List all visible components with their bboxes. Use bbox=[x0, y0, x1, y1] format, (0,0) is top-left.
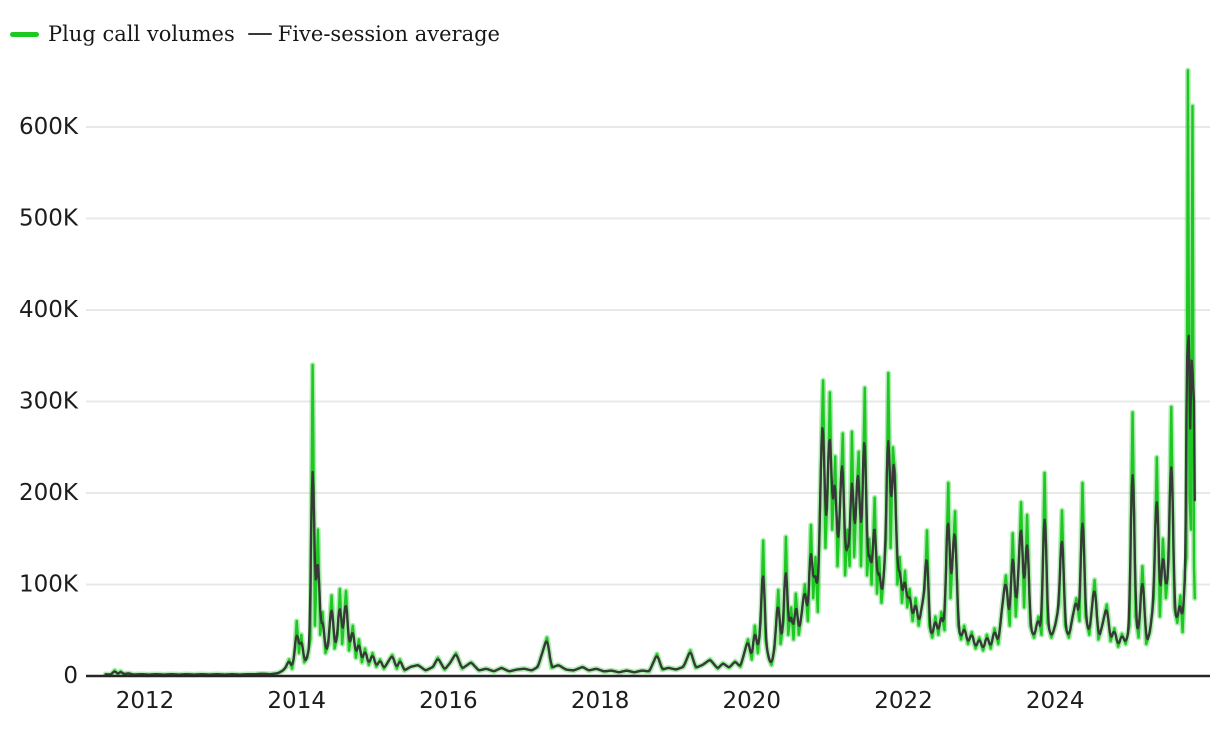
x-tick-label: 2018 bbox=[571, 688, 630, 714]
y-tick-label: 100K bbox=[19, 572, 79, 598]
legend-label-plug-call-volumes: Plug call volumes bbox=[48, 22, 235, 46]
x-tick-label: 2022 bbox=[874, 688, 933, 714]
y-tick-label: 400K bbox=[19, 297, 79, 323]
y-tick-label: 200K bbox=[19, 480, 79, 506]
y-tick-label: 600K bbox=[19, 114, 79, 140]
dark-line-swatch-icon bbox=[247, 32, 272, 36]
green-line-swatch-icon bbox=[10, 31, 39, 37]
legend-item-five-session-average: Five-session average bbox=[247, 22, 500, 46]
x-tick-label: 2016 bbox=[419, 688, 478, 714]
x-tick-label: 2024 bbox=[1026, 688, 1085, 714]
x-tick-label: 2020 bbox=[723, 688, 782, 714]
series-five-session-average-line bbox=[104, 334, 1196, 676]
x-tick-label: 2012 bbox=[116, 688, 175, 714]
y-tick-label: 0 bbox=[63, 663, 78, 689]
legend-label-five-session-average: Five-session average bbox=[277, 22, 500, 46]
x-tick-label: 2014 bbox=[267, 688, 326, 714]
y-tick-label: 300K bbox=[19, 389, 79, 415]
y-tick-label: 500K bbox=[19, 206, 79, 232]
legend: Plug call volumes Five-session average bbox=[10, 22, 500, 46]
legend-item-plug-call-volumes: Plug call volumes bbox=[10, 22, 235, 46]
